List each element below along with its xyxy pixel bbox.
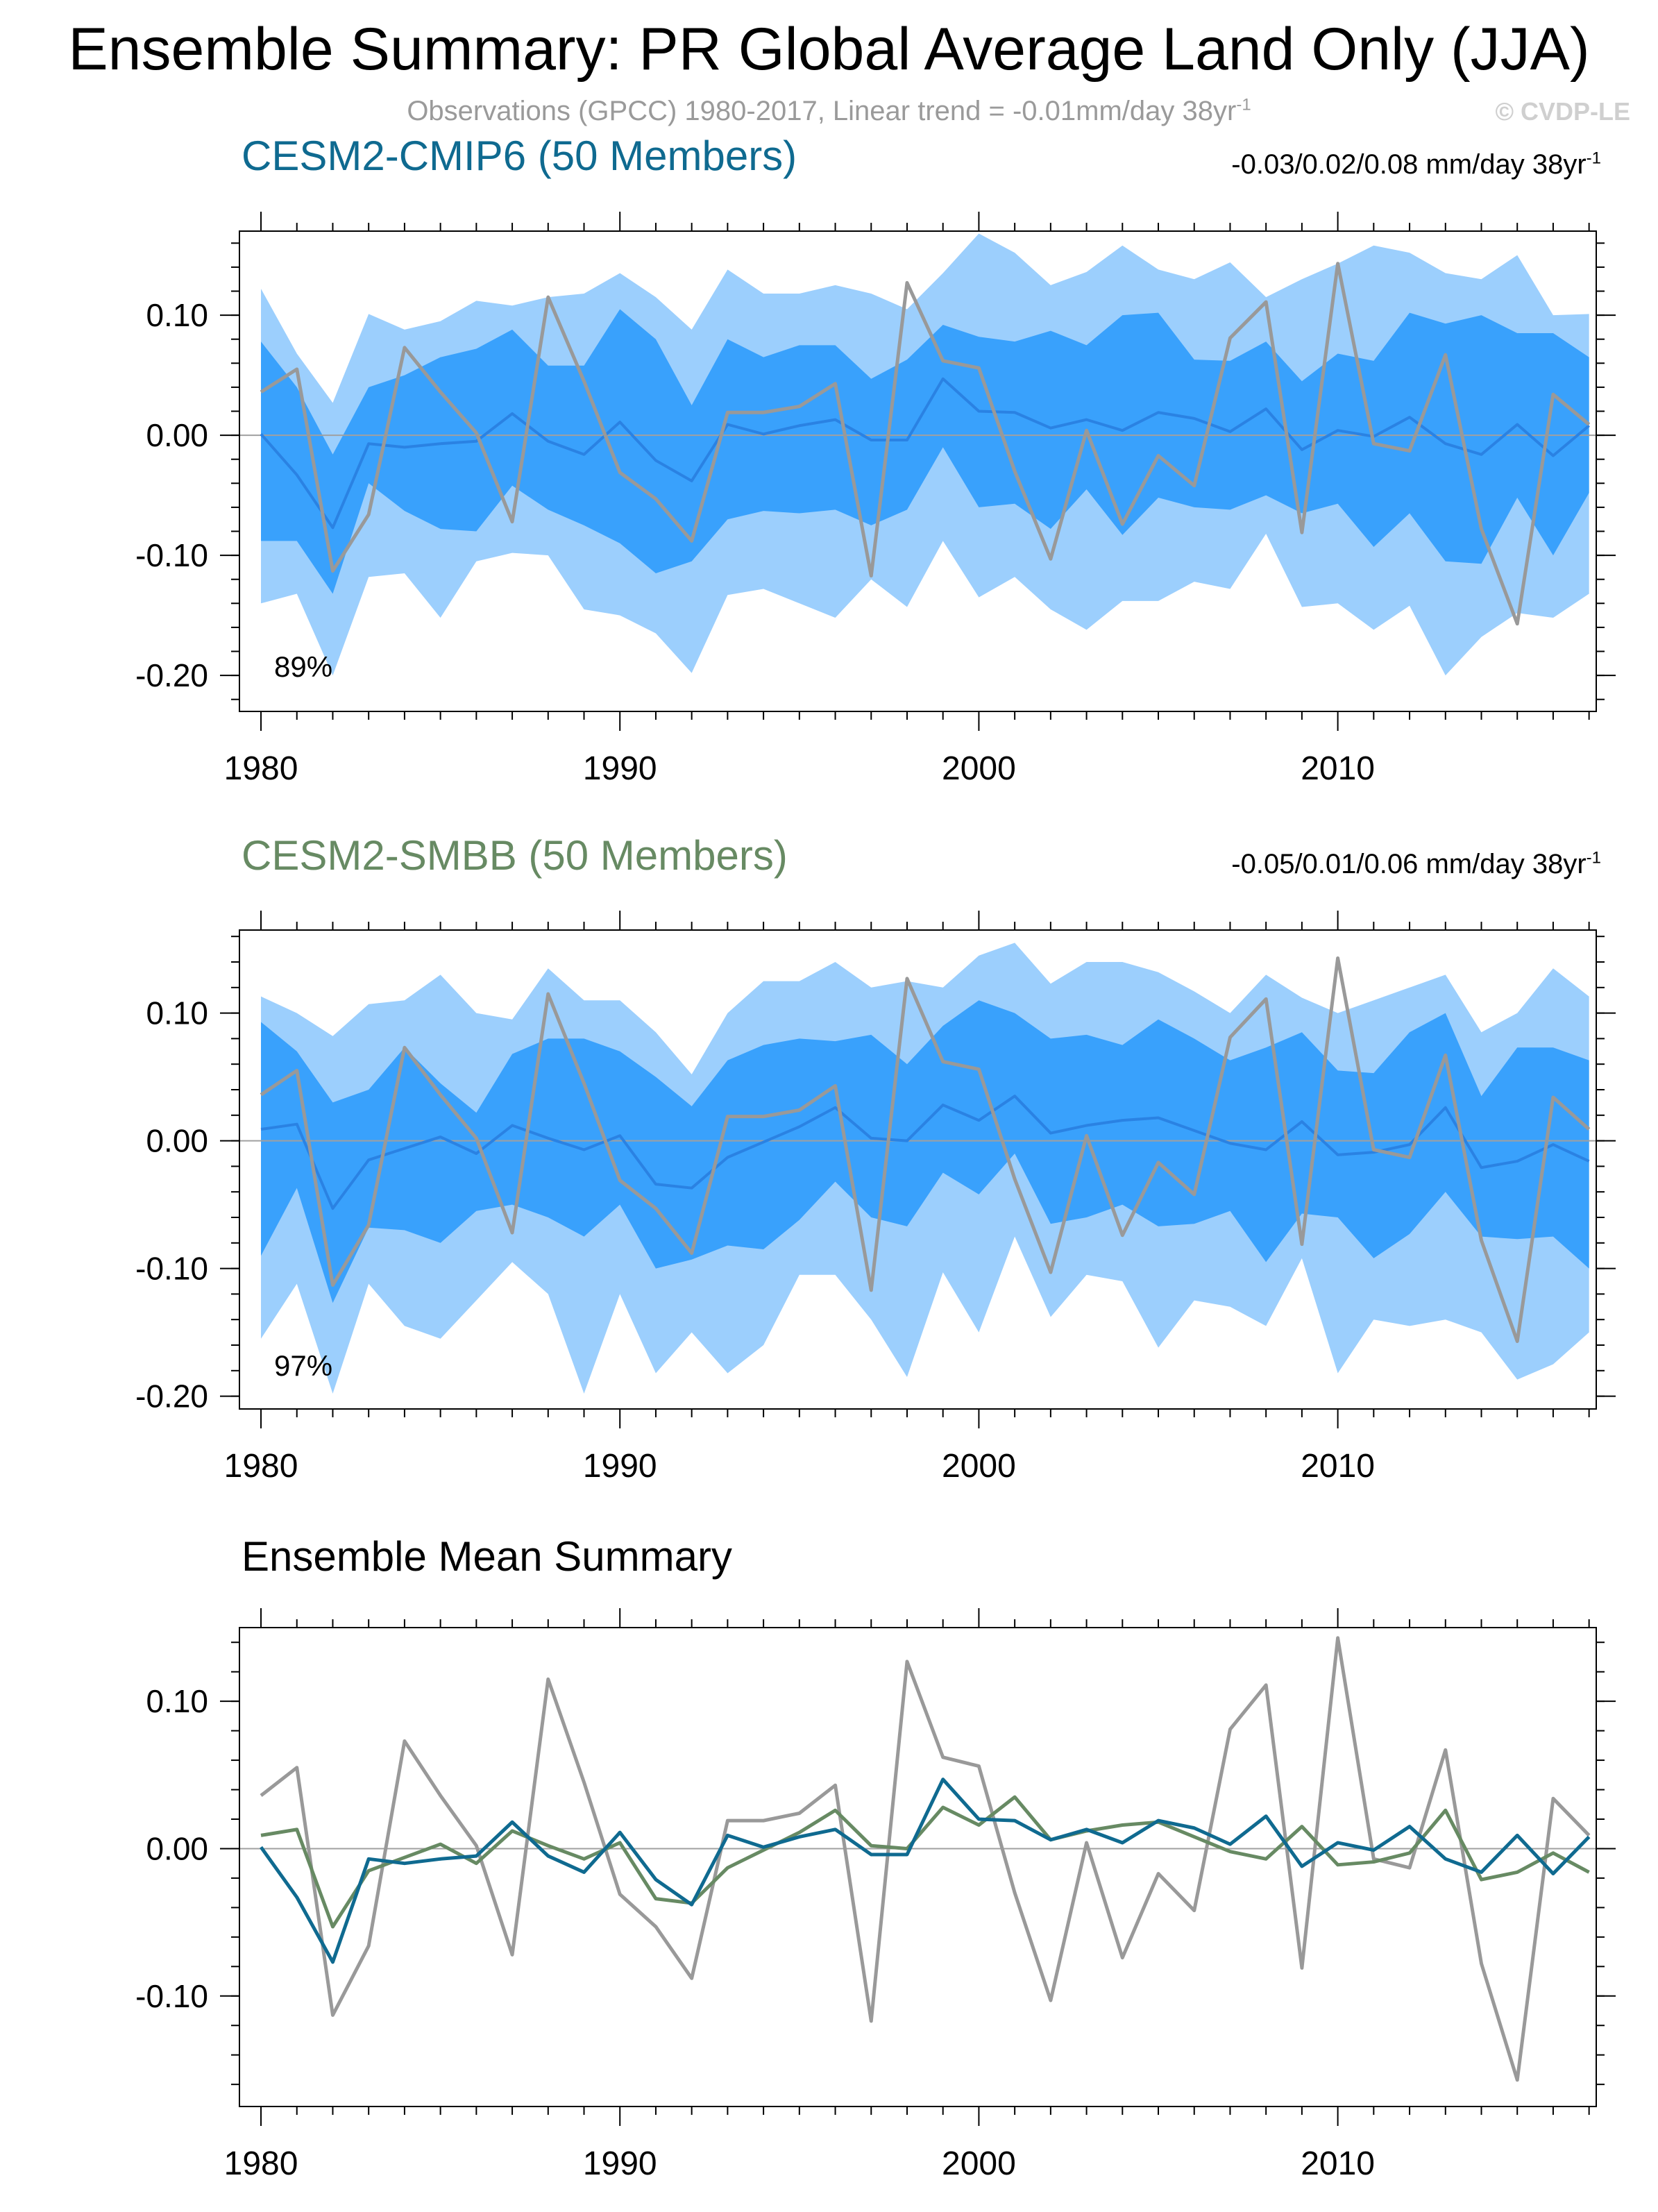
- x-tick-label: 1980: [224, 2145, 298, 2182]
- percentile-band: [261, 309, 1589, 594]
- plot-frame: [239, 230, 1597, 712]
- cmip6-panel: -0.20 -0.10 0.00 0.10 1980 1990 2000 2010 89%: [135, 212, 1616, 787]
- subtitle-text: Observations (GPCC) 1980-2017, Linear tr…: [407, 96, 1237, 126]
- observations-line: [260, 956, 1591, 1343]
- smbb-panel: -0.20 -0.10 0.00 0.10 1980 1990 2000 2010 97%: [135, 911, 1616, 1485]
- cmip6-trend-label: -0.03/0.02/0.08 mm/day 38yr-1: [1231, 149, 1601, 180]
- cmip6-trend-sup: -1: [1586, 149, 1601, 168]
- y-tick-label: -0.10: [135, 1251, 208, 1287]
- smbb-trend-label: -0.05/0.01/0.06 mm/day 38yr-1: [1231, 849, 1601, 880]
- observations-line: [260, 262, 1591, 626]
- cmip6-panel-title: CESM2-CMIP6 (50 Members): [242, 133, 797, 179]
- y-tick-label: 0.00: [146, 1830, 208, 1866]
- x-tick-label: 1990: [583, 2145, 657, 2182]
- percentile-band: [261, 1000, 1589, 1303]
- x-tick-label: 1990: [583, 1448, 657, 1485]
- smbb-trend-text: -0.05/0.01/0.06 mm/day 38yr: [1231, 849, 1587, 879]
- cmip6-trend-text: -0.03/0.02/0.08 mm/day 38yr: [1231, 149, 1587, 180]
- y-tick-label: 0.10: [146, 1683, 208, 1719]
- smbb-trend-sup: -1: [1586, 848, 1601, 868]
- observations-subtitle: Observations (GPCC) 1980-2017, Linear tr…: [0, 96, 1658, 127]
- percent-label: 97%: [274, 1349, 332, 1382]
- y-tick-label: -0.20: [135, 657, 208, 693]
- plot-frame: [239, 929, 1597, 1410]
- x-tick-label: 1990: [583, 750, 657, 787]
- mean-panel-title: Ensemble Mean Summary: [242, 1533, 732, 1580]
- x-tick-label: 2000: [942, 1448, 1016, 1485]
- smbb-mean-line: [260, 1795, 1590, 1929]
- smbb-panel-title: CESM2-SMBB (50 Members): [242, 832, 788, 879]
- y-tick-label: -0.10: [135, 537, 208, 573]
- x-tick-label: 2000: [942, 750, 1016, 787]
- y-tick-label: 0.00: [146, 1123, 208, 1159]
- observations-line: [260, 1636, 1591, 2082]
- y-tick-label: -0.20: [135, 1378, 208, 1415]
- y-tick-label: 0.00: [146, 417, 208, 453]
- x-tick-label: 1980: [224, 750, 298, 787]
- y-tick-label: 0.10: [146, 297, 208, 333]
- page-title: Ensemble Summary: PR Global Average Land…: [68, 16, 1590, 83]
- y-tick-label: 0.10: [146, 995, 208, 1031]
- ensemble-mean-line: [260, 1095, 1590, 1210]
- percent-label: 89%: [274, 650, 332, 683]
- x-tick-label: 2010: [1301, 2145, 1375, 2182]
- cmip6-mean-line: [259, 1778, 1591, 1964]
- x-tick-label: 1980: [224, 1448, 298, 1485]
- x-tick-label: 2010: [1301, 1448, 1375, 1485]
- subtitle-sup: -1: [1236, 95, 1251, 115]
- x-tick-label: 2010: [1301, 750, 1375, 787]
- mean-panel: -0.10 0.00 0.10 1980 1990 2000 2010: [135, 1608, 1616, 2182]
- plot-frame: [239, 1627, 1597, 2107]
- x-tick-label: 2000: [942, 2145, 1016, 2182]
- ensemble-mean-line: [260, 377, 1590, 530]
- copyright-label: © CVDP-LE: [1495, 97, 1630, 126]
- y-tick-label: -0.10: [135, 1978, 208, 2014]
